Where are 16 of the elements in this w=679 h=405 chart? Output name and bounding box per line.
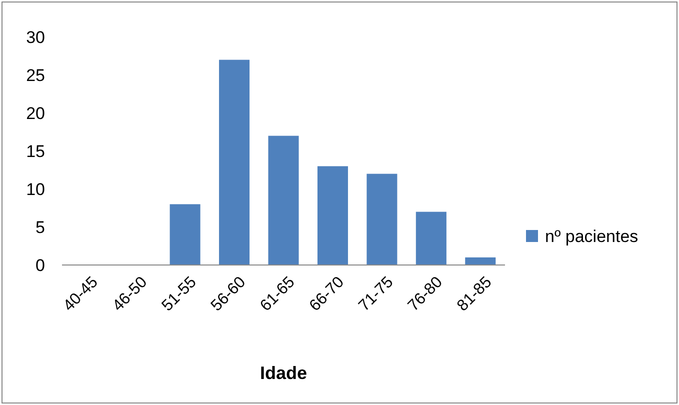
y-tick-label: 25 — [26, 66, 45, 85]
legend-label: nº pacientes — [545, 226, 638, 246]
y-tick-label: 5 — [36, 218, 45, 237]
y-tick-label: 20 — [26, 104, 45, 123]
y-tick-label: 10 — [26, 180, 45, 199]
bar — [416, 212, 446, 265]
bar — [366, 174, 398, 265]
x-axis-title: Idade — [260, 363, 308, 383]
bar — [317, 166, 348, 265]
y-tick-label: 15 — [26, 142, 45, 161]
bar — [170, 204, 200, 265]
y-tick-label: 0 — [36, 256, 45, 275]
bar — [219, 60, 250, 265]
y-tick-label: 30 — [26, 28, 45, 47]
bar — [268, 136, 299, 265]
bar — [465, 257, 496, 265]
